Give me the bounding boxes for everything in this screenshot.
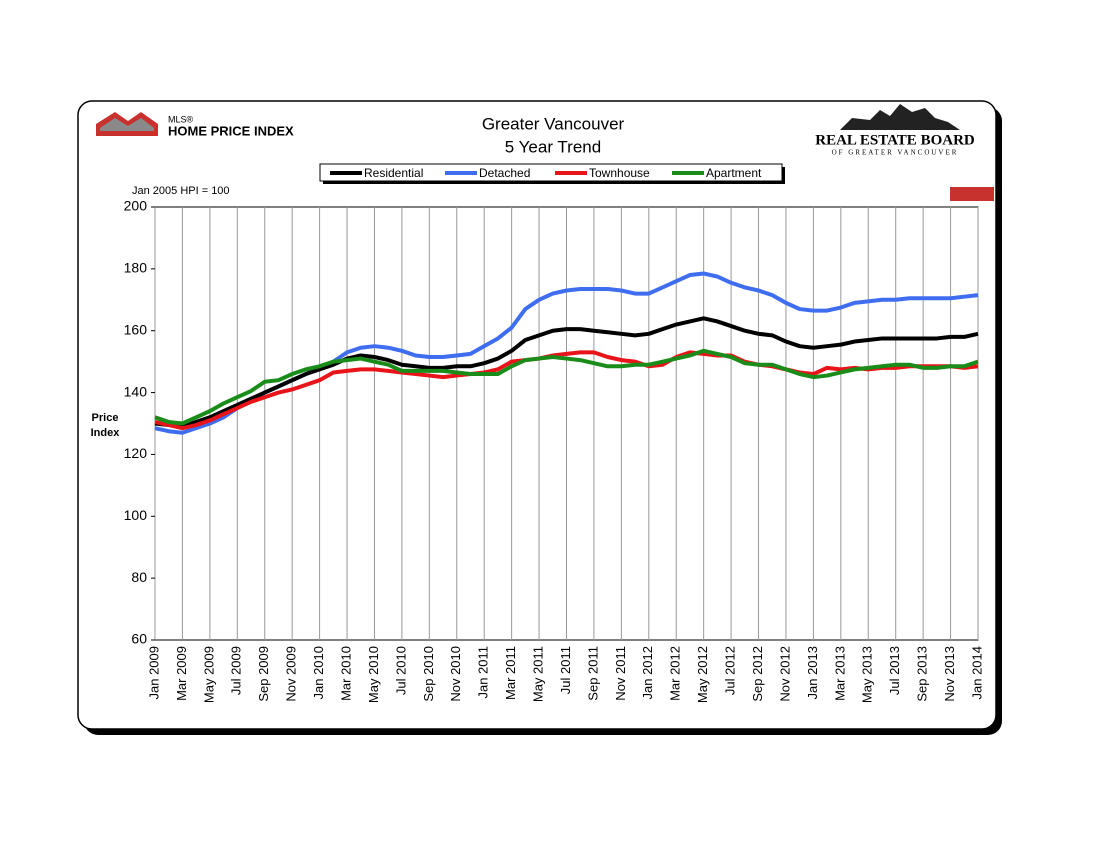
logo-right: REAL ESTATE BOARD OF GREATER VANCOUVER [815,104,994,201]
x-tick-label: Jan 2010 [311,646,326,700]
logo-text: REAL ESTATE BOARD [815,132,975,148]
x-tick-label: Jan 2011 [476,646,491,699]
logo-text: HOME PRICE INDEX [168,123,294,138]
y-tick-label: 160 [124,321,148,337]
chart-title: Greater Vancouver [482,114,625,133]
x-tick-label: Mar 2011 [503,646,518,700]
x-tick-label: Jul 2012 [723,646,738,695]
x-tick-label: Jul 2010 [393,646,408,695]
y-axis-label: Price [92,412,119,424]
y-tick-label: 140 [124,383,148,399]
y-tick-label: 80 [131,569,147,585]
logo-text: MLS® [168,114,194,124]
series-line [154,350,979,431]
x-tick-label: Mar 2013 [832,646,847,701]
legend-label: Detached [479,166,530,180]
x-tick-label: Mar 2012 [668,646,683,701]
series-line [154,316,979,429]
x-tick-label: May 2011 [531,646,546,702]
x-tick-label: Jan 2013 [805,646,820,700]
x-tick-label: Jul 2009 [229,646,244,695]
x-tick-label: Jan 2012 [640,646,655,700]
x-tick-label: Sep 2009 [256,646,271,702]
note: Jan 2005 HPI = 100 [132,185,230,197]
legend-label: Apartment [706,166,762,180]
x-tick-label: Sep 2011 [585,646,600,701]
x-tick-label: Mar 2010 [338,646,353,701]
y-axis-label: Index [91,427,121,439]
x-tick-label: Nov 2009 [284,646,299,702]
x-tick-label: Nov 2012 [777,646,792,702]
logo-text: OF GREATER VANCOUVER [832,149,959,157]
y-tick-label: 120 [124,445,148,461]
chart-subtitle: 5 Year Trend [505,137,601,156]
y-tick-label: 200 [124,198,148,214]
x-tick-label: Nov 2010 [448,646,463,702]
x-tick-label: Sep 2010 [421,646,436,702]
y-tick-label: 60 [131,631,147,647]
legend [319,163,783,182]
x-tick-label: Sep 2013 [915,646,930,702]
x-tick-label: May 2009 [201,646,216,703]
x-tick-label: Jan 2009 [146,646,161,700]
y-tick-label: 180 [124,260,148,276]
x-tick-label: Jul 2013 [887,646,902,695]
x-tick-label: May 2013 [860,646,875,703]
x-tick-label: Sep 2012 [750,646,765,702]
legend-label: Townhouse [589,166,650,180]
y-tick-label: 100 [124,507,148,523]
badge [950,187,994,201]
series-line [154,348,979,426]
x-tick-label: Nov 2011 [613,646,628,701]
x-tick-label: Nov 2013 [942,646,957,702]
logo-left: MLS® HOME PRICE INDEX [96,112,294,138]
legend-label: Residential [364,166,423,180]
x-tick-label: Mar 2009 [174,646,189,701]
x-tick-label: May 2010 [366,646,381,703]
x-tick-label: Jan 2014 [969,646,984,700]
x-tick-label: Jul 2011 [558,646,573,694]
x-tick-label: May 2012 [695,646,710,703]
